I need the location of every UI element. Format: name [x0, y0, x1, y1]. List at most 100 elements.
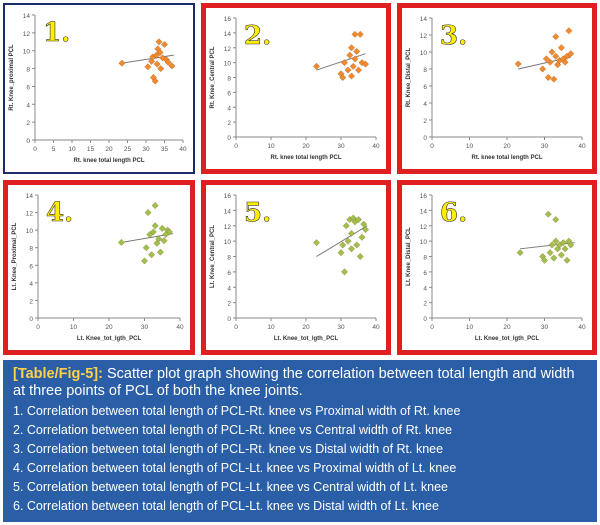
data-point: [339, 241, 347, 249]
data-point: [155, 38, 163, 46]
y-tick-label: 10: [224, 239, 232, 246]
x-tick-label: 10: [267, 324, 275, 331]
x-tick-label: 35: [161, 146, 169, 153]
y-tick-label: 6: [227, 270, 231, 277]
data-point: [355, 66, 362, 74]
y-tick-label: 14: [224, 208, 232, 215]
data-point: [552, 33, 560, 41]
chart-panel-1: 0 2 4 6 8 10 12 14 0 5 10 15 20 25 30 35 40 Rt. knee tota…: [3, 3, 195, 174]
y-tick-label: 8: [423, 67, 427, 74]
x-axis-label: Lt. Knee_tot_lgth_PCL: [274, 336, 339, 342]
data-point: [542, 55, 550, 63]
data-point: [142, 244, 150, 252]
data-point: [557, 251, 565, 259]
y-tick-label: 4: [423, 101, 427, 108]
y-tick-label: 0: [423, 135, 427, 142]
panel-number: 4.: [46, 198, 73, 228]
x-tick-label: 20: [503, 324, 511, 331]
y-tick-label: 0: [227, 316, 231, 323]
x-tick-label: 5: [52, 146, 56, 153]
panel-number: 1.: [43, 18, 70, 48]
y-tick-label: 6: [423, 84, 427, 91]
data-point: [339, 74, 347, 81]
data-point: [151, 202, 159, 209]
y-tick-label: 4: [26, 102, 30, 109]
x-tick-label: 40: [372, 143, 380, 150]
x-tick-label: 10: [267, 143, 275, 150]
scatter-chart: 0 2 4 6 8 10 12 14 16 0 10 20 30 40 Lt. Knee_tot_lgth_…: [210, 193, 380, 342]
data-point: [168, 62, 176, 70]
scatter-chart: 0 2 4 6 8 10 12 14 0 10 20 30 40 Rt. knee total lengt…: [406, 16, 586, 161]
data-point: [160, 237, 168, 245]
data-point: [341, 268, 348, 276]
x-tick-label: 25: [124, 146, 132, 153]
y-tick-label: 12: [224, 224, 232, 231]
data-point: [541, 256, 548, 264]
data-point: [153, 60, 161, 68]
x-tick-label: 0: [430, 324, 434, 331]
data-point: [355, 216, 362, 224]
y-tick-label: 10: [420, 50, 428, 57]
y-tick-label: 0: [227, 135, 231, 142]
data-point: [353, 48, 361, 55]
data-point: [141, 257, 148, 265]
y-tick-label: 4: [227, 285, 231, 292]
data-point: [358, 59, 366, 67]
data-point: [567, 241, 575, 249]
x-tick-label: 20: [105, 146, 113, 153]
trend-line: [316, 53, 366, 71]
x-tick-label: 40: [578, 324, 586, 331]
data-point: [559, 239, 567, 247]
data-point: [544, 210, 552, 218]
data-point: [348, 44, 355, 52]
x-tick-label: 40: [372, 324, 380, 331]
x-tick-label: 30: [541, 324, 549, 331]
y-tick-label: 6: [227, 90, 231, 97]
data-point: [550, 75, 558, 83]
y-tick-label: 10: [420, 239, 428, 246]
caption-item-4: 4. Correlation between total length of P…: [13, 461, 457, 475]
y-tick-label: 8: [227, 255, 231, 262]
x-axis-label: Lt. Knee_tot_lgth_PCL: [475, 336, 540, 342]
y-tick-label: 12: [420, 33, 428, 40]
data-point: [353, 241, 361, 249]
x-tick-label: 10: [466, 324, 474, 331]
data-point: [567, 50, 575, 58]
data-point: [349, 62, 357, 70]
y-tick-label: 10: [23, 49, 31, 56]
data-point: [144, 209, 152, 216]
x-tick-label: 40: [179, 146, 187, 153]
x-tick-label: 15: [87, 146, 95, 153]
y-tick-label: 2: [423, 118, 427, 125]
data-point: [362, 226, 369, 234]
caption-item-2: 2. Correlation between total length of P…: [13, 423, 453, 437]
caption-item-1: 1. Correlation between total length of P…: [13, 404, 461, 418]
data-point: [563, 256, 571, 264]
y-tick-label: 16: [420, 193, 428, 200]
x-axis-label: Rt. knee total length PCL: [73, 158, 144, 164]
y-tick-label: 4: [423, 285, 427, 292]
x-axis-label: Rt. knee total length PCL: [471, 155, 542, 161]
y-tick-label: 6: [423, 270, 427, 277]
x-tick-label: 30: [141, 324, 149, 331]
data-point: [151, 222, 159, 230]
chart-panel-5: 0 2 4 6 8 10 12 14 16 0 10 20 30 40 Lt. Knee_tot_lgth_…: [201, 180, 391, 355]
scatter-chart: 0 2 4 6 8 10 12 14 0 5 10 15 20 25 30 35 40 Rt. knee tota…: [9, 13, 187, 164]
data-point: [118, 239, 125, 246]
y-tick-label: 2: [29, 298, 33, 305]
data-point: [546, 58, 554, 66]
data-point: [153, 239, 161, 247]
data-point: [348, 72, 355, 80]
data-point: [337, 249, 345, 257]
x-tick-label: 0: [33, 146, 37, 153]
data-point: [313, 62, 320, 70]
x-tick-label: 10: [466, 143, 474, 150]
caption-item-5: 5. Correlation between total length of P…: [13, 480, 448, 494]
x-axis-label: Rt. knee total length PCL: [270, 155, 341, 161]
x-axis-label: Lt. Knee_tot_lgth_PCL: [77, 336, 142, 342]
y-tick-label: 2: [227, 301, 231, 308]
data-point: [155, 235, 163, 243]
y-tick-label: 12: [224, 46, 232, 53]
x-tick-label: 0: [36, 324, 40, 331]
y-tick-label: 14: [224, 31, 232, 38]
